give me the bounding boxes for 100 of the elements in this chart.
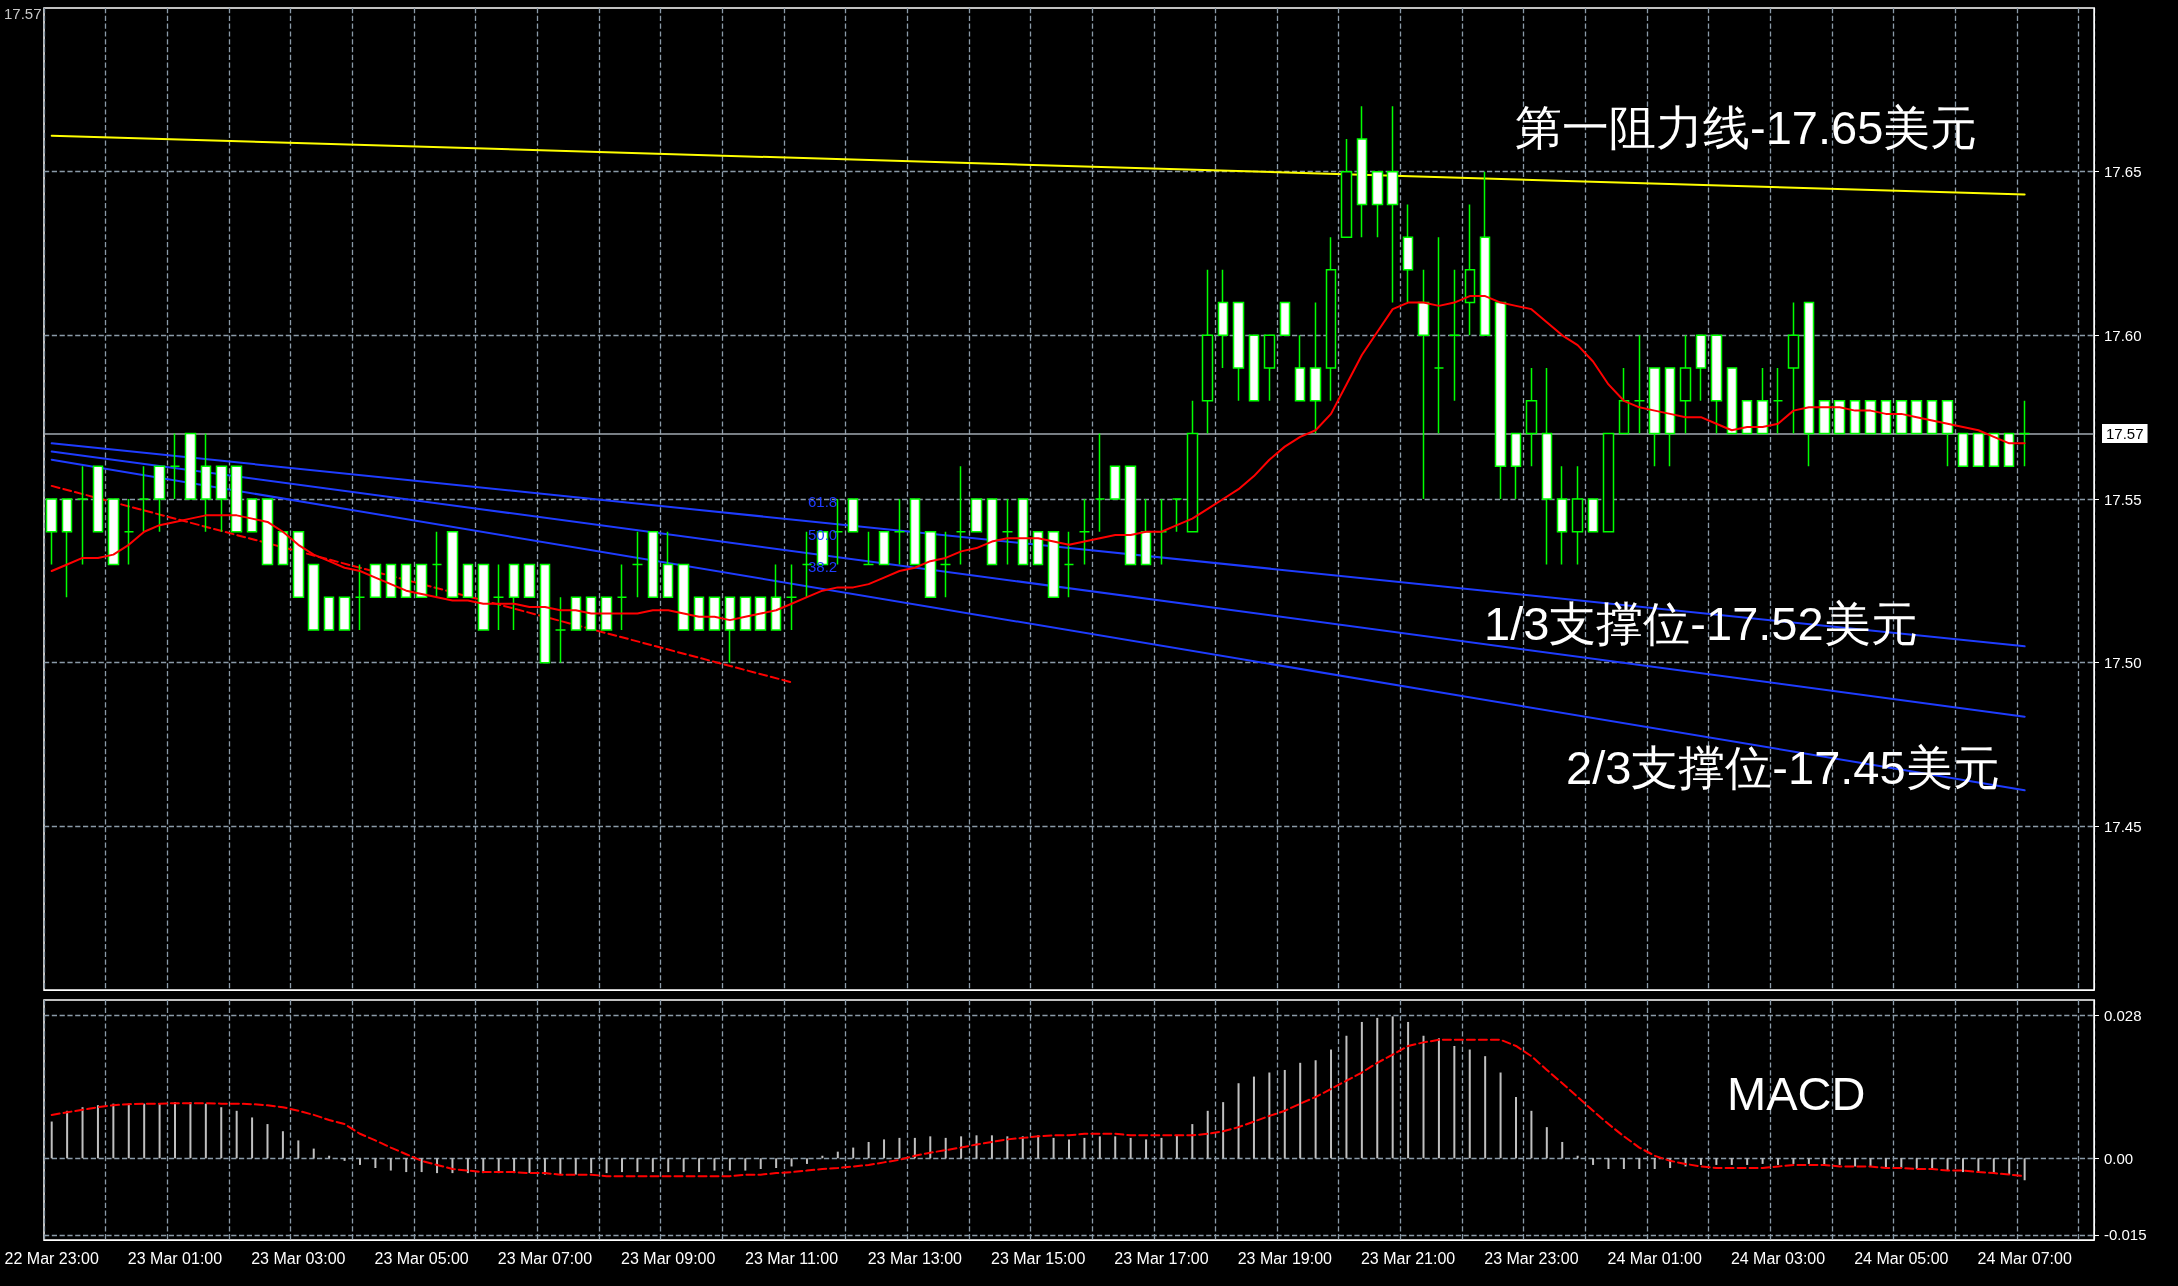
x-tick-label: 23 Mar 19:00: [1237, 1249, 1333, 1267]
candlestick: [1756, 367, 1769, 435]
x-tick-label: 23 Mar 15:00: [991, 1249, 1086, 1267]
candlestick: [307, 563, 320, 631]
candlestick: [415, 563, 428, 598]
candlestick: [970, 498, 983, 533]
bar: [1915, 1158, 1918, 1170]
bar: [605, 1158, 608, 1174]
candlestick: [924, 530, 937, 598]
bar: [158, 1103, 161, 1159]
bar: [1345, 1035, 1348, 1159]
bar: [1006, 1136, 1009, 1159]
bar: [1453, 1045, 1456, 1159]
bar: [574, 1158, 577, 1175]
bar: [1545, 1127, 1548, 1159]
bar: [1607, 1158, 1610, 1170]
bar: [867, 1141, 870, 1159]
candlestick: [1309, 301, 1322, 435]
bar: [204, 1103, 207, 1159]
bar: [883, 1139, 886, 1159]
candlestick: [1710, 334, 1723, 435]
x-tick-label: 23 Mar 11:00: [745, 1249, 839, 1267]
bar: [1068, 1139, 1070, 1159]
candlestick: [277, 530, 289, 566]
x-tick-label: 24 Mar 03:00: [1730, 1249, 1826, 1267]
candlestick: [1448, 269, 1461, 402]
candlestick: [338, 596, 351, 631]
candlestick: [1833, 400, 1846, 435]
annotation: 第一阻力线-17.65美元: [1515, 101, 1978, 154]
candlestick: [1140, 498, 1152, 566]
bar: [66, 1110, 69, 1159]
bar: [1299, 1062, 1302, 1159]
candlestick: [492, 563, 505, 631]
x-tick-label: 23 Mar 23:00: [1484, 1249, 1579, 1267]
bar: [1145, 1139, 1148, 1159]
candlestick: [677, 563, 690, 631]
candlestick: [92, 465, 104, 533]
candlestick: [1417, 269, 1430, 500]
candlestick: [138, 465, 150, 533]
candlestick: [1695, 334, 1707, 402]
candlestick: [662, 530, 674, 598]
ref-line-label: 17.57: [2106, 425, 2144, 443]
bar: [1977, 1158, 1980, 1173]
bar: [1592, 1158, 1595, 1165]
bar: [852, 1147, 855, 1159]
candlestick: [1201, 269, 1214, 435]
bar: [590, 1158, 593, 1174]
candlestick: [431, 530, 443, 598]
candlestick: [616, 563, 628, 631]
bar: [929, 1136, 932, 1159]
x-tick-label: 24 Mar 01:00: [1607, 1249, 1702, 1267]
candlestick: [1063, 530, 1075, 598]
bar: [1360, 1021, 1363, 1159]
bar: [96, 1105, 99, 1159]
candlestick: [1741, 400, 1753, 435]
bar: [744, 1158, 747, 1171]
bar: [667, 1158, 670, 1173]
candlestick: [862, 530, 875, 566]
candlestick: [600, 596, 613, 631]
candlestick: [1494, 301, 1507, 500]
candlestick: [631, 530, 644, 598]
candlestick: [477, 563, 490, 631]
candlestick: [1294, 334, 1306, 402]
candlestick: [369, 563, 382, 598]
bar: [174, 1102, 177, 1159]
candlestick: [909, 498, 921, 566]
bar: [1083, 1137, 1086, 1159]
candlestick: [1325, 236, 1337, 402]
candlestick: [893, 498, 906, 566]
bar: [1854, 1158, 1857, 1167]
candlestick: [1525, 367, 1538, 468]
candlestick: [739, 596, 752, 631]
bar: [81, 1107, 84, 1159]
candlestick: [1109, 465, 1121, 500]
candlestick: [1356, 105, 1368, 238]
bar: [358, 1158, 361, 1165]
candlestick: [1047, 530, 1060, 598]
bar: [1792, 1158, 1795, 1164]
candlestick: [1032, 530, 1044, 566]
bar: [559, 1158, 562, 1175]
bar: [1222, 1102, 1225, 1159]
candlestick: [1186, 400, 1199, 533]
bar: [1160, 1137, 1163, 1159]
bar: [1561, 1141, 1564, 1159]
candlestick: [1972, 432, 1985, 468]
bar: [1391, 1016, 1394, 1159]
bar: [235, 1110, 238, 1159]
candlestick: [1618, 367, 1630, 435]
bar: [1900, 1158, 1903, 1168]
y-tick-label: 0.028: [2104, 1006, 2142, 1024]
candlestick: [1864, 400, 1877, 435]
candlestick: [323, 596, 335, 631]
candlestick: [1217, 269, 1229, 369]
bar: [312, 1148, 315, 1159]
bar: [1283, 1069, 1286, 1159]
bar: [266, 1124, 269, 1159]
candlestick: [462, 563, 474, 598]
candlestick: [585, 596, 597, 631]
bar: [1252, 1076, 1255, 1159]
bar: [50, 1121, 53, 1159]
